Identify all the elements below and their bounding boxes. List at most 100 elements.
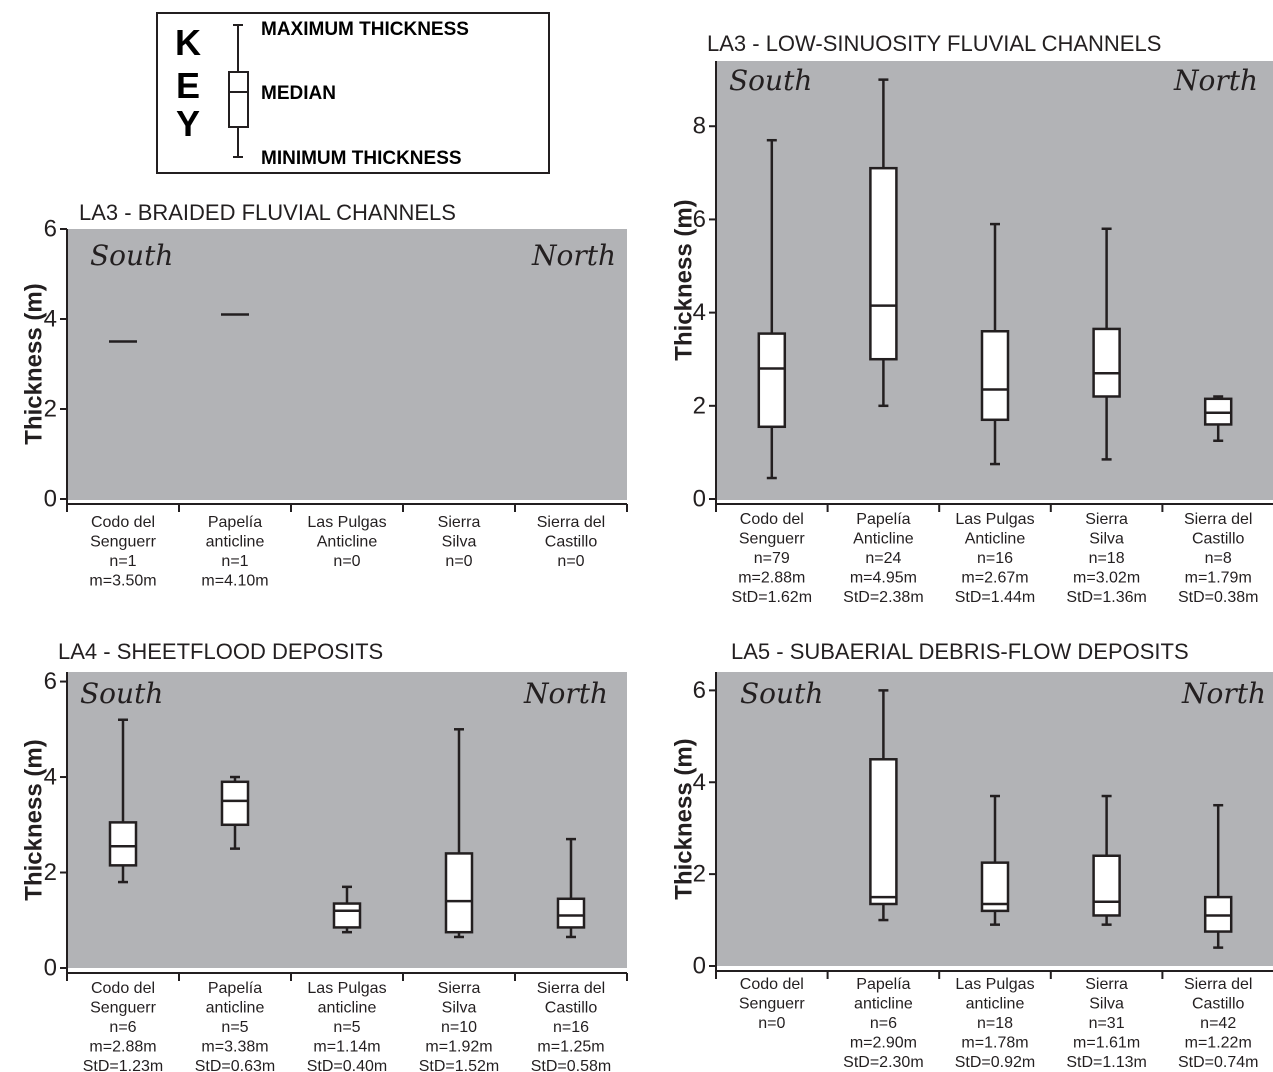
category-label-line: m=1.22m	[1185, 1035, 1252, 1052]
sheetflood-box-4	[556, 837, 586, 939]
braided-channels-y-tick-label: 2	[44, 396, 57, 423]
low-sinuosity-channels-south-label: South	[729, 64, 812, 97]
debris-flow-category-label-1: Papelía anticline n=6 m=2.90m StD=2.30m	[843, 976, 923, 1071]
category-label-line: Codo del	[91, 514, 155, 531]
braided-channels-north-label: North	[531, 239, 616, 272]
category-label-line: m=1.79m	[1185, 570, 1252, 587]
category-label-line: n=0	[758, 1015, 785, 1032]
sheetflood-box-1	[220, 775, 250, 850]
debris-flow-iqr-box	[869, 758, 898, 906]
braided-channels-category-label-2: Las Pulgas Anticline n=0	[307, 514, 386, 570]
debris-flow-box-3	[1092, 794, 1121, 926]
category-label-line: Senguerr	[739, 996, 805, 1013]
low-sinuosity-channels-y-tick-label: 2	[693, 392, 706, 419]
category-label-line: StD=1.13m	[1066, 1054, 1146, 1071]
braided-channels-category-label-4: Sierra del Castillo n=0	[537, 514, 605, 570]
category-label-line: n=18	[1089, 550, 1125, 567]
sheetflood-iqr-box	[444, 852, 474, 934]
category-label-line: m=1.92m	[425, 1039, 492, 1056]
low-sinuosity-channels-category-label-1: Papelía Anticline n=24 m=4.95m StD=2.38m	[843, 511, 923, 606]
debris-flow-title: LA5 - SUBAERIAL DEBRIS-FLOW DEPOSITS	[731, 639, 1189, 664]
category-label-line: m=2.88m	[89, 1039, 156, 1056]
low-sinuosity-channels-category-label-2: Las Pulgas Anticline n=16 m=2.67m StD=1.44m	[955, 511, 1035, 606]
category-label-line: StD=0.40m	[307, 1058, 387, 1072]
braided-channels-category-label-1: Papelía anticline n=1 m=4.10m	[201, 514, 268, 590]
category-label-line: n=0	[333, 553, 360, 570]
category-label-line: Senguerr	[90, 534, 156, 551]
category-label-line: Silva	[442, 1000, 477, 1017]
category-label-line: m=3.38m	[201, 1039, 268, 1056]
category-label-line: n=10	[441, 1019, 477, 1036]
category-label-line: Codo del	[91, 980, 155, 997]
category-label-line: Las Pulgas	[955, 511, 1034, 528]
category-label-line: StD=0.38m	[1178, 589, 1258, 606]
debris-flow-y-tick-label: 0	[693, 953, 706, 980]
debris-flow-box-1	[869, 689, 898, 922]
debris-flow-north-label: North	[1181, 677, 1266, 710]
debris-flow-category-label-4: Sierra del Castillo n=42 m=1.22m StD=0.74m	[1178, 976, 1258, 1071]
sheetflood-iqr-box	[332, 902, 362, 929]
low-sinuosity-channels-y-axis-label: Thickness (m)	[671, 199, 698, 360]
category-label-line: StD=2.38m	[843, 589, 923, 606]
debris-flow-box-4	[1203, 803, 1233, 949]
braided-channels-plot-area	[67, 229, 627, 500]
category-label-line: n=79	[754, 550, 790, 567]
category-label-line: Sierra	[438, 980, 481, 997]
debris-flow-south-label: South	[740, 677, 823, 710]
category-label-line: n=1	[221, 553, 248, 570]
category-label-line: m=2.67m	[961, 570, 1028, 587]
debris-flow-box-2	[980, 794, 1010, 926]
low-sinuosity-channels-iqr-box	[757, 332, 787, 429]
low-sinuosity-channels-iqr-box	[980, 330, 1010, 422]
key-max-label: MAXIMUM THICKNESS	[261, 19, 469, 40]
category-label-line: Senguerr	[90, 1000, 156, 1017]
category-label-line: m=2.90m	[850, 1035, 917, 1052]
category-label-line: Sierra	[1085, 976, 1128, 993]
debris-flow-y-axis-label: Thickness (m)	[671, 738, 698, 899]
category-label-line: n=5	[221, 1019, 248, 1036]
category-label-line: n=31	[1089, 1015, 1125, 1032]
category-label-line: n=24	[865, 550, 901, 567]
braided-channels-south-label: South	[90, 239, 173, 272]
key-letter-k: K	[175, 22, 201, 63]
category-label-line: n=0	[557, 553, 584, 570]
sheetflood-iqr-box	[556, 897, 586, 929]
category-label-line: StD=0.74m	[1178, 1054, 1258, 1071]
debris-flow-iqr-box	[1092, 854, 1121, 917]
debris-flow-category-label-2: Las Pulgas anticline n=18 m=1.78m StD=0.92m	[955, 976, 1035, 1071]
category-label-line: Papelía	[208, 514, 262, 531]
low-sinuosity-channels-box-1	[869, 78, 898, 408]
low-sinuosity-channels-category-label-3: Sierra Silva n=18 m=3.02m StD=1.36m	[1066, 511, 1146, 606]
debris-flow-y-tick-label: 2	[693, 861, 706, 888]
sheetflood-category-label-1: Papelía anticline n=5 m=3.38m StD=0.63m	[195, 980, 275, 1072]
braided-channels-title: LA3 - BRAIDED FLUVIAL CHANNELS	[79, 200, 456, 225]
category-label-line: anticline	[318, 1000, 377, 1017]
category-label-line: Anticline	[965, 531, 1026, 548]
sheetflood-title: LA4 - SHEETFLOOD DEPOSITS	[58, 639, 383, 664]
category-label-line: m=1.61m	[1073, 1035, 1140, 1052]
debris-flow-category-label-0: Codo del Senguerr n=0	[739, 976, 805, 1032]
category-label-line: m=4.10m	[201, 573, 268, 590]
category-label-line: Sierra del	[537, 514, 605, 531]
category-label-line: anticline	[206, 534, 265, 551]
category-label-line: StD=0.92m	[955, 1054, 1035, 1071]
category-label-line: StD=0.58m	[531, 1058, 611, 1072]
category-label-line: StD=1.23m	[83, 1058, 163, 1072]
low-sinuosity-channels-box-3	[1092, 227, 1121, 461]
key-letter-e: E	[176, 65, 200, 106]
category-label-line: StD=0.63m	[195, 1058, 275, 1072]
category-label-line: Castillo	[1192, 996, 1245, 1013]
category-label-line: n=16	[977, 550, 1013, 567]
category-label-line: Silva	[442, 534, 477, 551]
category-label-line: m=1.78m	[961, 1035, 1028, 1052]
category-label-line: Sierra del	[1184, 976, 1252, 993]
category-label-line: m=3.02m	[1073, 570, 1140, 587]
debris-flow-category-label-3: Sierra Silva n=31 m=1.61m StD=1.13m	[1066, 976, 1146, 1071]
low-sinuosity-channels-y-tick-label: 4	[693, 299, 706, 326]
key-box-symbol	[228, 24, 249, 158]
braided-channels-category-label-3: Sierra Silva n=0	[438, 514, 481, 570]
low-sinuosity-channels-north-label: North	[1173, 64, 1258, 97]
low-sinuosity-channels-box-0	[757, 138, 787, 480]
sheetflood-y-tick-label: 2	[44, 859, 57, 886]
category-label-line: n=42	[1200, 1015, 1236, 1032]
